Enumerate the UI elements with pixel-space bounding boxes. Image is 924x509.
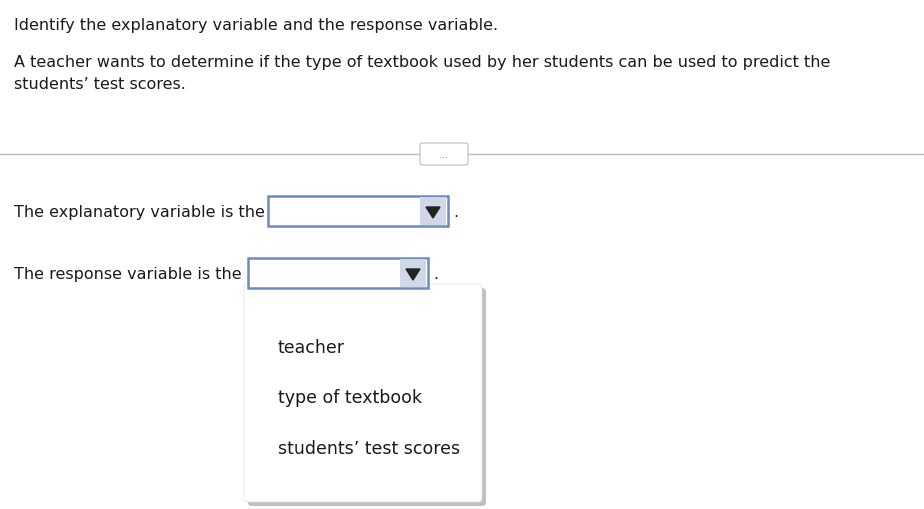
FancyBboxPatch shape bbox=[420, 144, 468, 165]
Text: .: . bbox=[433, 267, 438, 282]
Text: teacher: teacher bbox=[278, 338, 345, 356]
Text: The explanatory variable is the: The explanatory variable is the bbox=[14, 205, 265, 220]
Text: Identify the explanatory variable and the response variable.: Identify the explanatory variable and th… bbox=[14, 18, 498, 33]
Polygon shape bbox=[426, 208, 440, 218]
Polygon shape bbox=[406, 269, 420, 280]
Text: A teacher wants to determine if the type of textbook used by her students can be: A teacher wants to determine if the type… bbox=[14, 55, 831, 92]
FancyBboxPatch shape bbox=[248, 259, 428, 289]
Text: ...: ... bbox=[440, 150, 448, 160]
Text: students’ test scores: students’ test scores bbox=[278, 439, 460, 457]
Text: type of textbook: type of textbook bbox=[278, 388, 422, 406]
Text: The response variable is the: The response variable is the bbox=[14, 267, 241, 282]
Text: .: . bbox=[453, 205, 458, 220]
FancyBboxPatch shape bbox=[268, 196, 448, 227]
FancyBboxPatch shape bbox=[420, 197, 446, 225]
FancyBboxPatch shape bbox=[248, 289, 486, 506]
FancyBboxPatch shape bbox=[244, 285, 482, 502]
FancyBboxPatch shape bbox=[400, 260, 426, 288]
